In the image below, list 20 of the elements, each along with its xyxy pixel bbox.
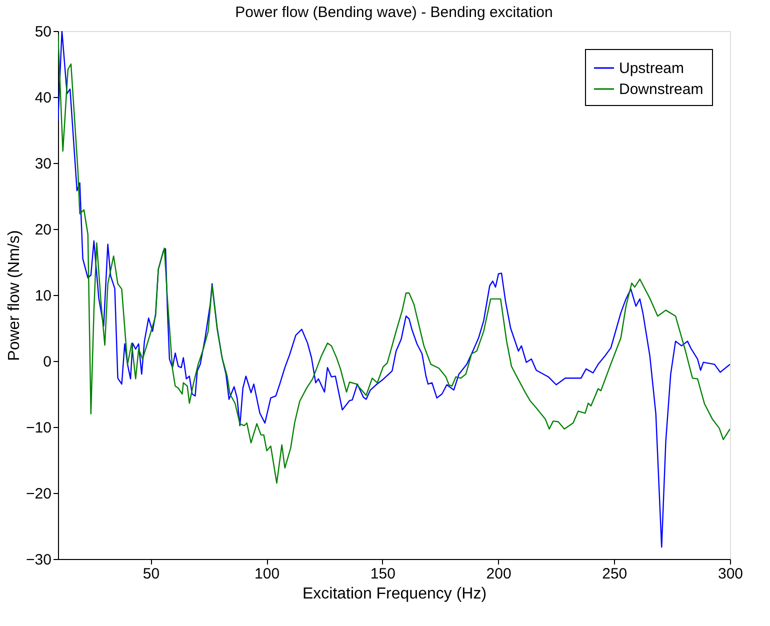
y-tick-label: 50: [34, 24, 52, 40]
x-tick-label: 300: [718, 566, 744, 582]
x-tick-label: 200: [486, 566, 512, 582]
y-axis-title: Power flow (Nm/s): [6, 230, 24, 361]
y-tick-label: 40: [34, 90, 52, 106]
x-tick-label: 150: [370, 566, 396, 582]
y-tick-label: 10: [34, 288, 52, 304]
x-axis-title: Excitation Frequency (Hz): [302, 586, 487, 602]
x-tick-label: 250: [602, 566, 628, 582]
chart-title: Power flow (Bending wave) - Bending excitation: [235, 4, 553, 21]
y-tick-label: 30: [34, 156, 52, 172]
y-tick-label: 20: [34, 222, 52, 238]
x-tick-label: 100: [254, 566, 280, 582]
legend-label: Upstream: [619, 60, 684, 77]
y-tick-label: −10: [26, 420, 52, 436]
x-tick-label: 50: [142, 566, 160, 582]
y-tick-label: −20: [26, 486, 52, 502]
y-tick-label: −30: [26, 552, 52, 568]
legend-label: Downstream: [619, 81, 704, 98]
y-tick-label: 0: [43, 354, 52, 370]
